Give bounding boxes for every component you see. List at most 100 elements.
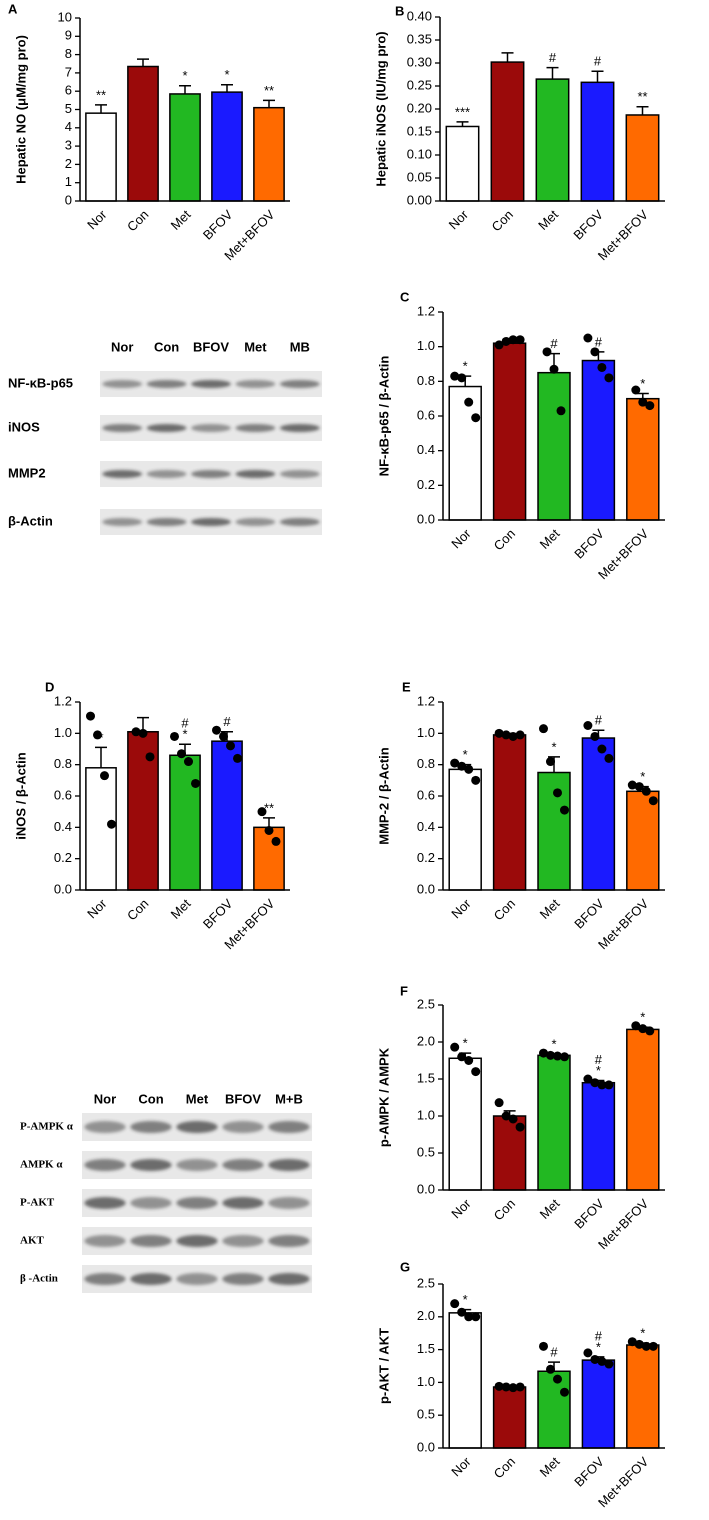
data-point (515, 1122, 525, 1132)
y-tick-label: 0.5 (417, 1144, 435, 1159)
data-point (450, 758, 460, 768)
data-point (583, 1348, 593, 1358)
data-point (648, 796, 658, 806)
error-bar (95, 104, 107, 114)
y-tick-label: 1.2 (417, 693, 435, 708)
lane-label: Con (138, 1091, 163, 1106)
blot-band (146, 424, 187, 432)
data-point (464, 1312, 474, 1322)
data-point (539, 724, 548, 734)
y-tick-label: 0.8 (417, 756, 435, 771)
blot-band (279, 424, 320, 432)
x-tick-label: Met (535, 207, 561, 233)
significance-mark: ** (637, 89, 647, 104)
blot-band (84, 1273, 126, 1285)
data-point (549, 364, 559, 374)
row-label: AMPK α (20, 1159, 63, 1171)
blot-band (130, 1159, 172, 1171)
data-point (219, 731, 228, 741)
data-point (450, 1299, 460, 1309)
data-point (515, 730, 525, 740)
data-point (604, 373, 614, 383)
y-tick-label: 0.5 (417, 1407, 435, 1422)
data-point (542, 347, 552, 357)
data-point (597, 1080, 607, 1090)
bar (448, 1057, 482, 1191)
lane-label: M+B (275, 1091, 303, 1106)
y-tick-label: 1.5 (417, 1341, 435, 1356)
bar (448, 768, 482, 891)
bar (537, 1370, 571, 1449)
blot-band (235, 424, 276, 432)
data-point (597, 744, 607, 754)
panel-letter: B (395, 3, 404, 18)
blot-band (268, 1159, 310, 1171)
y-tick-label: 2.0 (417, 1308, 435, 1323)
y-tick-label: 3 (65, 138, 72, 153)
bar (448, 385, 482, 521)
error-bar (221, 84, 233, 93)
bar (169, 93, 201, 202)
lane-label: Met (186, 1091, 209, 1106)
bar (626, 397, 660, 521)
lane-label: Nor (94, 1091, 116, 1106)
significance-mark: # (595, 1052, 603, 1067)
data-point (553, 1374, 562, 1384)
data-point (546, 757, 555, 767)
data-point (631, 1021, 641, 1031)
y-tick-label: 1.0 (417, 338, 435, 353)
x-tick-label: Nor (446, 206, 472, 232)
y-tick-label: 2.5 (417, 1275, 435, 1290)
error-bar (263, 817, 275, 828)
data-point (471, 1312, 481, 1322)
y-axis-label: p-AKT / AKT (376, 1328, 391, 1404)
data-point (177, 749, 186, 759)
blot-band (268, 1273, 310, 1285)
bar (445, 125, 480, 202)
x-tick-label: BFOV (571, 526, 607, 562)
error-bar (636, 105, 649, 115)
data-point (184, 757, 193, 767)
data-point (93, 730, 102, 740)
significance-mark: # (550, 336, 558, 351)
x-tick-label: Met (537, 896, 563, 922)
data-point (515, 335, 525, 345)
blot-band (235, 518, 276, 526)
data-point (457, 761, 467, 771)
data-point (645, 401, 655, 411)
blot-band (130, 1273, 172, 1285)
bar (448, 1312, 482, 1449)
significance-mark: * (640, 376, 645, 391)
significance-mark: # (595, 1328, 603, 1343)
blot-band (222, 1121, 264, 1133)
significance-mark: * (463, 359, 468, 374)
data-point (508, 1383, 518, 1393)
data-point (138, 728, 148, 738)
error-bar (95, 746, 107, 768)
bar (211, 91, 243, 202)
bar (537, 371, 571, 521)
significance-mark: # (223, 714, 231, 729)
blot-band (102, 518, 143, 526)
error-bar (456, 121, 469, 127)
x-tick-label: BFOV (571, 1196, 607, 1232)
bar (625, 114, 660, 202)
bar (626, 790, 660, 891)
y-tick-label: 0.05 (407, 169, 432, 184)
blot-band (146, 518, 187, 526)
lane-label: Nor (111, 339, 133, 354)
y-tick-label: 0.15 (407, 123, 432, 138)
data-point (131, 727, 141, 737)
bar (85, 112, 117, 202)
blot-band (84, 1235, 126, 1247)
data-point (604, 753, 614, 763)
x-tick-label: Con (491, 526, 518, 553)
data-point (560, 1052, 569, 1062)
data-point (170, 731, 179, 741)
y-tick-label: 1.2 (417, 303, 435, 318)
data-point (471, 1067, 481, 1077)
bar (492, 1386, 527, 1449)
data-point (597, 1356, 607, 1366)
data-point (494, 728, 504, 738)
